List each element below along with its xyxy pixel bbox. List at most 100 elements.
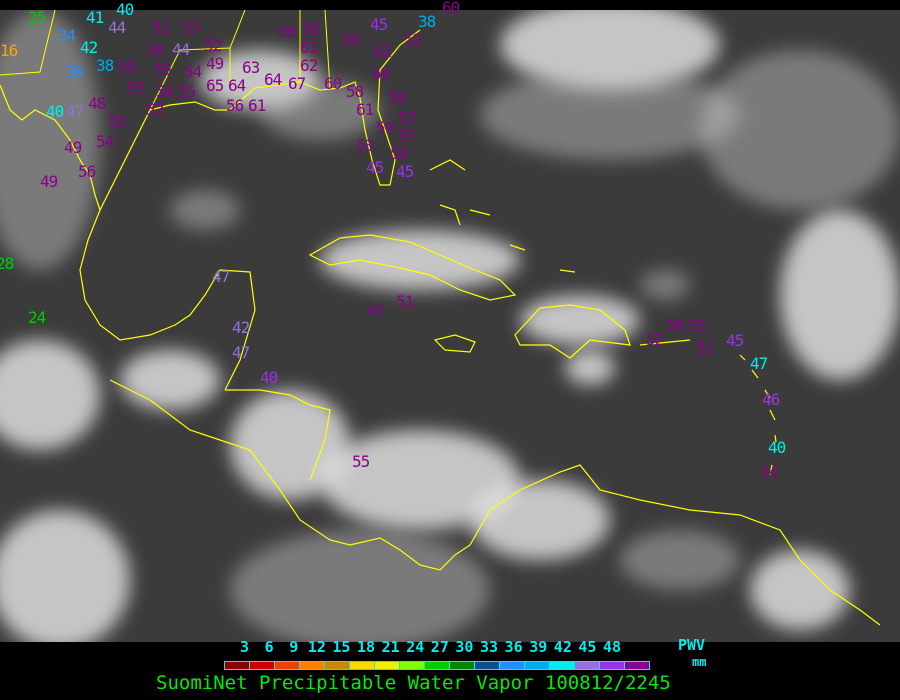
station-value: 60	[442, 0, 460, 17]
station-value: 47	[212, 267, 230, 286]
station-value: 56	[278, 22, 296, 41]
legend-tick: 12	[307, 638, 326, 656]
cloud	[520, 295, 640, 345]
station-value: 47	[750, 354, 768, 373]
station-value: 53	[390, 144, 408, 163]
station-value: 52	[146, 100, 164, 119]
colorbar-segment	[375, 662, 400, 669]
station-value: 51	[696, 338, 714, 357]
station-value: 44	[172, 40, 190, 59]
station-value: 52	[204, 36, 222, 55]
station-value: 51	[152, 18, 170, 37]
legend-tick: 42	[553, 638, 572, 656]
station-value: 47	[66, 102, 84, 121]
colorbar	[224, 661, 650, 670]
cloud	[120, 350, 220, 410]
colorbar-segment	[275, 662, 300, 669]
legend-tick: 9	[289, 638, 299, 656]
coastline-overlay	[0, 10, 881, 626]
legend-tick: 39	[529, 638, 548, 656]
station-value: 56	[226, 96, 244, 115]
station-value: 47	[232, 343, 250, 362]
station-value: 53	[126, 78, 144, 97]
station-value: 61	[300, 38, 318, 57]
station-value: 56	[78, 162, 96, 181]
station-value: 55	[154, 60, 172, 79]
station-value: 65	[206, 76, 224, 95]
legend-tick: 27	[430, 638, 449, 656]
station-value: 51	[396, 292, 414, 311]
station-value: 63	[242, 58, 260, 77]
station-value: 62	[374, 42, 392, 61]
station-value: 48	[88, 94, 106, 113]
station-value: 55	[352, 452, 370, 471]
station-value: 40	[116, 0, 134, 19]
station-value: 40	[46, 102, 64, 121]
station-value: 56	[302, 20, 320, 39]
legend-tick: 18	[357, 638, 376, 656]
station-value: 58	[666, 316, 684, 335]
station-value: 55	[108, 112, 126, 131]
colorbar-segment	[225, 662, 250, 669]
station-value: 49	[40, 172, 58, 191]
legend-tick: 30	[455, 638, 474, 656]
colorbar-segment	[550, 662, 575, 669]
colorbar-segment	[350, 662, 375, 669]
station-value: 46	[762, 390, 780, 409]
legend-tick: 6	[264, 638, 274, 656]
station-value: 60	[324, 74, 342, 93]
station-value: 42	[232, 318, 250, 337]
station-value: 57	[398, 108, 416, 127]
colorbar-segment	[500, 662, 525, 669]
cloud	[0, 340, 100, 450]
station-value: 60	[372, 64, 390, 83]
station-value: 59	[342, 30, 360, 49]
station-value: 55	[178, 82, 196, 101]
station-value: 49	[206, 54, 224, 73]
station-value: 49	[64, 138, 82, 157]
station-value: 59	[376, 118, 394, 137]
station-value: 42	[80, 38, 98, 57]
legend-tick: 36	[504, 638, 523, 656]
station-value: 45	[366, 158, 384, 177]
colorbar-segment	[300, 662, 325, 669]
station-value: 40	[768, 438, 786, 457]
station-value: 64	[228, 76, 246, 95]
station-value: 34	[58, 26, 76, 45]
cloud	[780, 210, 900, 380]
station-value: 52	[646, 330, 664, 349]
legend-tick: 21	[381, 638, 400, 656]
station-value: 25	[28, 8, 46, 27]
cloud	[700, 50, 900, 210]
colorbar-segment	[325, 662, 350, 669]
station-value: 53	[356, 136, 374, 155]
colorbar-segment	[400, 662, 425, 669]
cloud	[500, 10, 720, 90]
legend-tick: 45	[578, 638, 597, 656]
legend-tick: 24	[406, 638, 425, 656]
cloud	[230, 530, 490, 642]
cloud	[750, 550, 850, 630]
satellite-image	[0, 10, 900, 642]
legend-tick: 33	[480, 638, 499, 656]
colorbar-segment	[475, 662, 500, 669]
station-value: 45	[396, 162, 414, 181]
station-value: 61	[248, 96, 266, 115]
station-value: 58	[388, 88, 406, 107]
station-value: 54	[760, 462, 778, 481]
colorbar-segment	[425, 662, 450, 669]
station-value: 38	[96, 56, 114, 75]
colorbar-segment	[450, 662, 475, 669]
station-value: 50	[118, 58, 136, 77]
cloud	[470, 480, 610, 560]
legend-tick: 48	[603, 638, 622, 656]
station-value: 42	[366, 301, 384, 320]
cloud	[320, 230, 520, 290]
station-value: 54	[96, 132, 114, 151]
station-value: 16	[0, 41, 18, 60]
station-value: 38	[418, 12, 436, 31]
colorbar-segment	[575, 662, 600, 669]
colorbar-segment	[250, 662, 275, 669]
station-value: 57	[398, 126, 416, 145]
